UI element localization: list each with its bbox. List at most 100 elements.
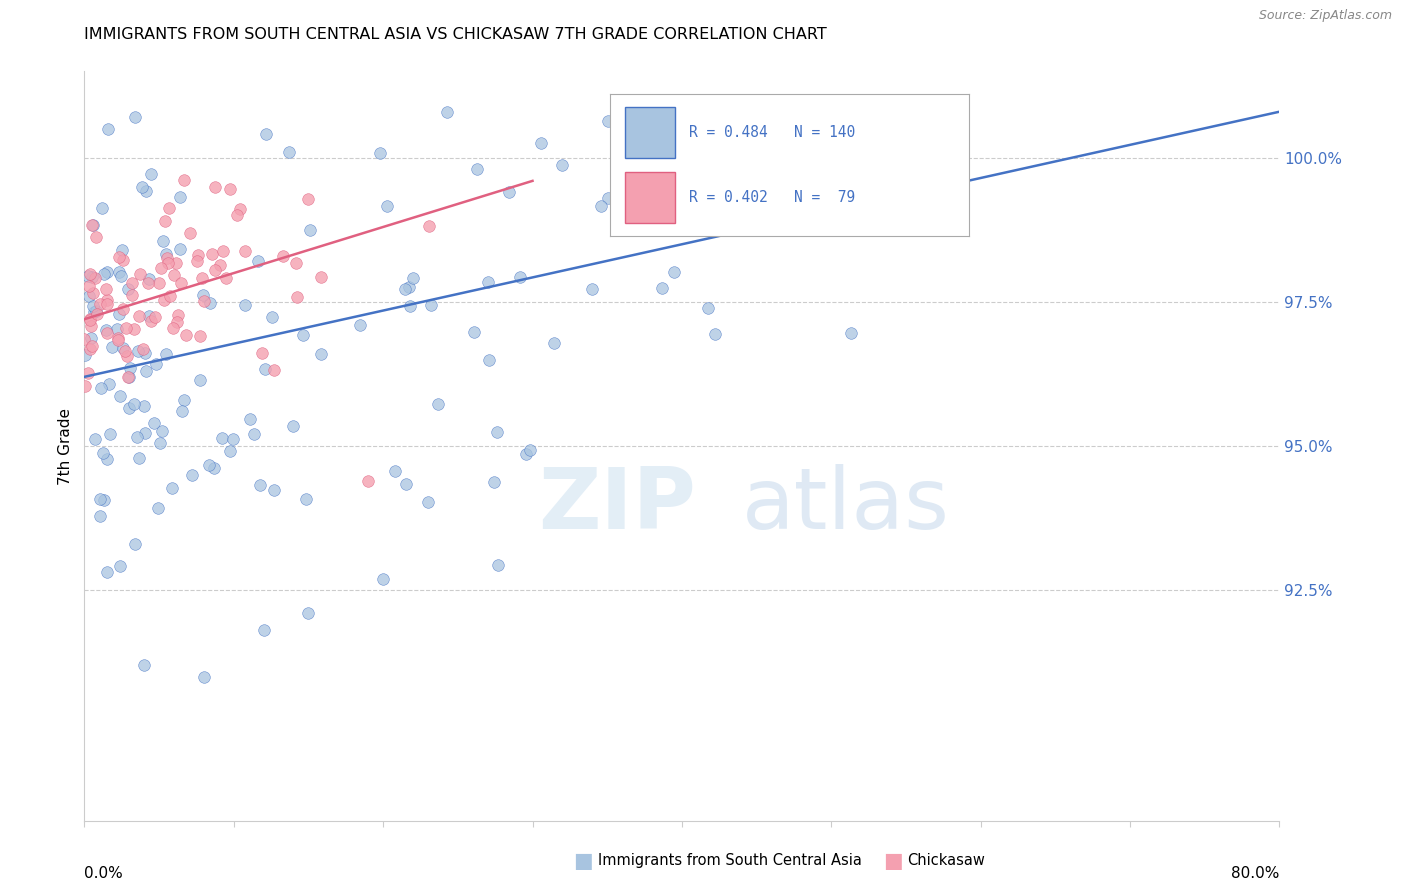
Point: [818, 172, 841, 186]
Text: 0.0%: 0.0%: [84, 865, 124, 880]
Text: 80.0%: 80.0%: [1232, 865, 1279, 880]
Point: [79, 343, 101, 357]
Point: [155, 347, 177, 361]
Point: [187, 248, 209, 262]
Point: [173, 173, 195, 187]
Text: Chickasaw: Chickasaw: [907, 854, 984, 868]
Point: [160, 481, 183, 495]
Point: [118, 369, 141, 384]
Point: [83, 271, 105, 285]
Point: [169, 243, 191, 257]
Point: [768, 111, 790, 125]
Point: [297, 192, 319, 206]
Point: [110, 269, 132, 284]
Point: [153, 214, 176, 228]
Point: [135, 184, 157, 198]
Point: [167, 308, 190, 322]
Point: [77, 268, 100, 283]
Point: [73, 332, 96, 346]
Point: [73, 379, 96, 393]
Point: [169, 277, 191, 291]
Point: [84, 229, 107, 244]
Point: [122, 397, 145, 411]
Point: [128, 450, 150, 465]
Point: [96, 565, 118, 579]
Point: [89, 508, 111, 523]
Point: [239, 411, 262, 425]
Point: [596, 113, 619, 128]
Point: [86, 307, 108, 321]
Point: [122, 321, 145, 335]
Point: [173, 392, 195, 407]
Point: [97, 122, 120, 136]
Point: [77, 279, 100, 293]
Point: [111, 302, 134, 317]
Point: [287, 290, 309, 304]
Point: [80, 339, 103, 353]
Point: [110, 559, 132, 574]
Point: [152, 234, 174, 248]
Point: [198, 458, 221, 472]
Point: [174, 327, 197, 342]
Point: [145, 310, 167, 325]
Point: [121, 276, 143, 290]
Point: [77, 289, 100, 303]
Y-axis label: 7th Grade: 7th Grade: [58, 408, 73, 484]
Point: [75, 349, 97, 363]
Point: [96, 265, 118, 279]
Point: [208, 258, 231, 272]
Point: [519, 443, 541, 458]
Point: [138, 309, 160, 323]
Point: [839, 326, 862, 340]
Point: [155, 247, 177, 261]
Point: [530, 136, 553, 151]
Point: [148, 500, 170, 515]
Point: [79, 268, 101, 282]
Point: [463, 325, 485, 339]
Point: [97, 376, 120, 391]
Point: [131, 180, 153, 194]
Point: [96, 293, 118, 307]
Point: [204, 179, 226, 194]
Text: ■: ■: [883, 851, 903, 871]
Point: [96, 297, 118, 311]
Point: [482, 475, 505, 489]
Point: [298, 223, 321, 237]
Point: [181, 468, 204, 483]
Point: [651, 281, 673, 295]
Point: [156, 252, 179, 266]
Point: [896, 121, 918, 136]
Point: [589, 199, 612, 213]
Point: [111, 243, 134, 257]
Point: [91, 202, 114, 216]
Text: ■: ■: [574, 851, 593, 871]
Point: [929, 109, 952, 123]
Point: [105, 322, 128, 336]
Point: [186, 253, 208, 268]
Point: [141, 314, 163, 328]
Point: [309, 270, 332, 285]
Point: [418, 495, 440, 509]
Point: [233, 297, 256, 311]
Point: [148, 277, 170, 291]
Point: [193, 293, 215, 308]
Point: [478, 353, 501, 368]
Point: [260, 310, 283, 324]
Point: [285, 255, 308, 269]
Point: [664, 265, 686, 279]
Point: [80, 331, 103, 345]
Point: [127, 343, 149, 358]
Point: [77, 366, 100, 380]
Point: [218, 182, 240, 196]
Point: [418, 219, 440, 234]
Point: [598, 191, 620, 205]
Point: [188, 329, 211, 343]
Point: [398, 280, 420, 294]
Point: [294, 491, 316, 506]
Point: [543, 336, 565, 351]
Point: [188, 373, 211, 387]
Point: [107, 334, 129, 348]
Point: [125, 430, 148, 444]
Point: [93, 267, 115, 281]
Point: [515, 447, 537, 461]
